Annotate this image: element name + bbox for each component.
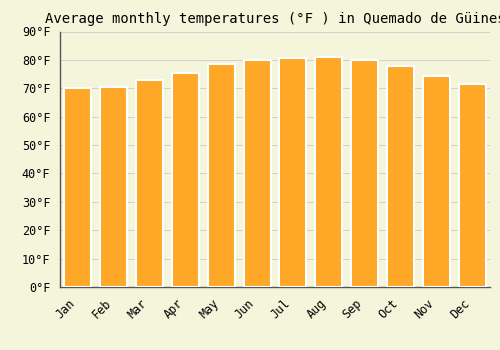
Bar [458,84,485,287]
Bar [387,65,414,287]
Bar [280,58,306,287]
Bar [316,57,342,287]
Bar [100,87,127,287]
Bar [172,73,199,287]
Bar [136,80,163,287]
Bar [423,76,450,287]
Title: Average monthly temperatures (°F ) in Quemado de Güines: Average monthly temperatures (°F ) in Qu… [44,12,500,26]
Bar [244,60,270,287]
Bar [208,64,234,287]
Bar [351,60,378,287]
Bar [64,88,92,287]
